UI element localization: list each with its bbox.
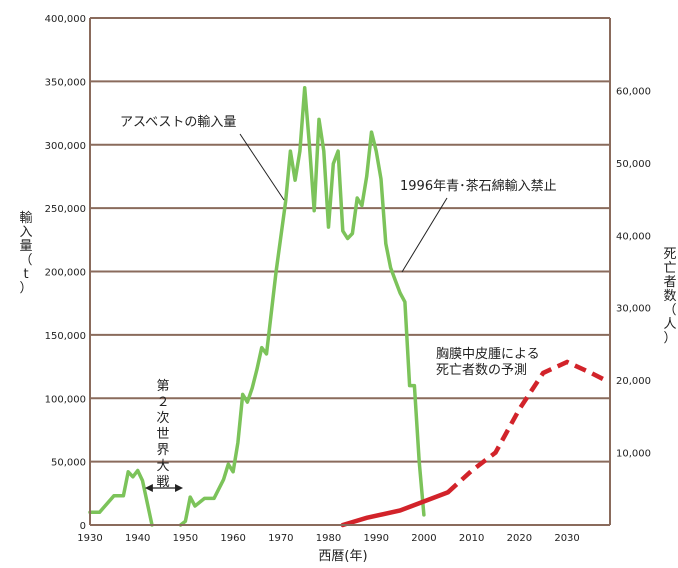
mortality-line — [340, 490, 451, 528]
y2-axis-title-char-3: 数 — [663, 289, 676, 304]
war-label-char-0: 第 — [156, 379, 169, 394]
forecast-label-line1: 胸膜中皮腫による — [436, 346, 540, 362]
x-tick-label-5: 1980 — [316, 533, 341, 544]
import-line-segment-0 — [88, 468, 154, 527]
y2-tick-label-2: 30,000 — [616, 304, 651, 315]
y2-tick-label-0: 10,000 — [616, 449, 651, 460]
x-tick-label-2: 1950 — [173, 533, 198, 544]
data-series — [88, 85, 607, 528]
y2-tick-label-4: 50,000 — [616, 159, 651, 170]
x-tick-label-9: 2020 — [507, 533, 532, 544]
import-label-leader — [239, 133, 285, 201]
y-axis-title-char-1: 入 — [19, 225, 32, 240]
war-label-char-3: 世 — [156, 427, 169, 442]
y-axis-title-char-4: t — [23, 267, 28, 282]
x-tick-label-8: 2010 — [459, 533, 484, 544]
y2-tick-label-3: 40,000 — [616, 231, 651, 242]
y2-axis-title-char-4: （ — [663, 303, 676, 318]
y-axis-title-char-3: （ — [19, 253, 32, 268]
y2-axis-title-char-5: 人 — [663, 317, 676, 332]
war-arrow-right-head — [175, 484, 184, 492]
y2-axis-title-char-1: 亡 — [663, 261, 676, 276]
war-label-char-6: 戦 — [156, 475, 169, 490]
y-tick-label-7: 350,000 — [45, 77, 86, 88]
x-tick-label-10: 2030 — [554, 533, 579, 544]
y-axis-title-char-5: ） — [19, 281, 32, 296]
war-arrow-left-head — [144, 484, 153, 492]
x-tick-label-1: 1940 — [125, 533, 150, 544]
x-tick-label-3: 1960 — [220, 533, 245, 544]
forecast-label-line2: 死亡者数の予測 — [436, 363, 527, 378]
war-label-char-1: ２ — [156, 395, 169, 410]
ban-label-leader — [401, 197, 448, 273]
mortality-forecast-line — [446, 359, 607, 495]
y-axis-title-char-2: 量 — [19, 239, 32, 254]
x-tick-label-0: 1930 — [77, 533, 102, 544]
import-line-segment-1 — [178, 85, 426, 527]
axes: 0 50,000 100,000 150,000 200,000 250,000 300,0… — [19, 14, 676, 564]
ban-label: 1996年青･茶石綿輸入禁止 — [400, 178, 557, 194]
y2-tick-label-1: 20,000 — [616, 376, 651, 387]
y-tick-label-4: 200,000 — [45, 268, 86, 279]
y-tick-label-6: 300,000 — [45, 141, 86, 152]
y2-tick-label-5: 60,000 — [616, 86, 651, 97]
y2-axis-title-char-0: 死 — [663, 247, 676, 262]
y2-axis-title-char-6: ） — [663, 331, 676, 346]
y2-axis-title-char-2: 者 — [663, 275, 676, 290]
y-axis-title-char-0: 輸 — [19, 211, 32, 226]
y-tick-label-5: 250,000 — [45, 204, 86, 215]
war-label-char-5: 大 — [156, 459, 169, 474]
x-axis-title: 西暦(年) — [318, 549, 367, 564]
war-label-char-4: 界 — [156, 443, 169, 458]
x-tick-label-7: 2000 — [411, 533, 436, 544]
y-tick-label-2: 100,000 — [45, 394, 86, 405]
x-tick-label-4: 1970 — [268, 533, 293, 544]
import-label: アスベストの輸入量 — [120, 115, 236, 130]
gridlines — [90, 17, 610, 463]
y-tick-label-1: 50,000 — [51, 458, 86, 469]
x-tick-label-6: 1990 — [364, 533, 389, 544]
y-tick-label-8: 400,000 — [45, 14, 86, 25]
y-tick-label-3: 150,000 — [45, 331, 86, 342]
y-tick-label-0: 0 — [80, 521, 86, 532]
war-label-char-2: 次 — [156, 410, 169, 426]
annotations: アスベストの輸入量 1996年青･茶石綿輸入禁止胸膜中皮腫による死亡者数の予測第２… — [120, 115, 557, 492]
